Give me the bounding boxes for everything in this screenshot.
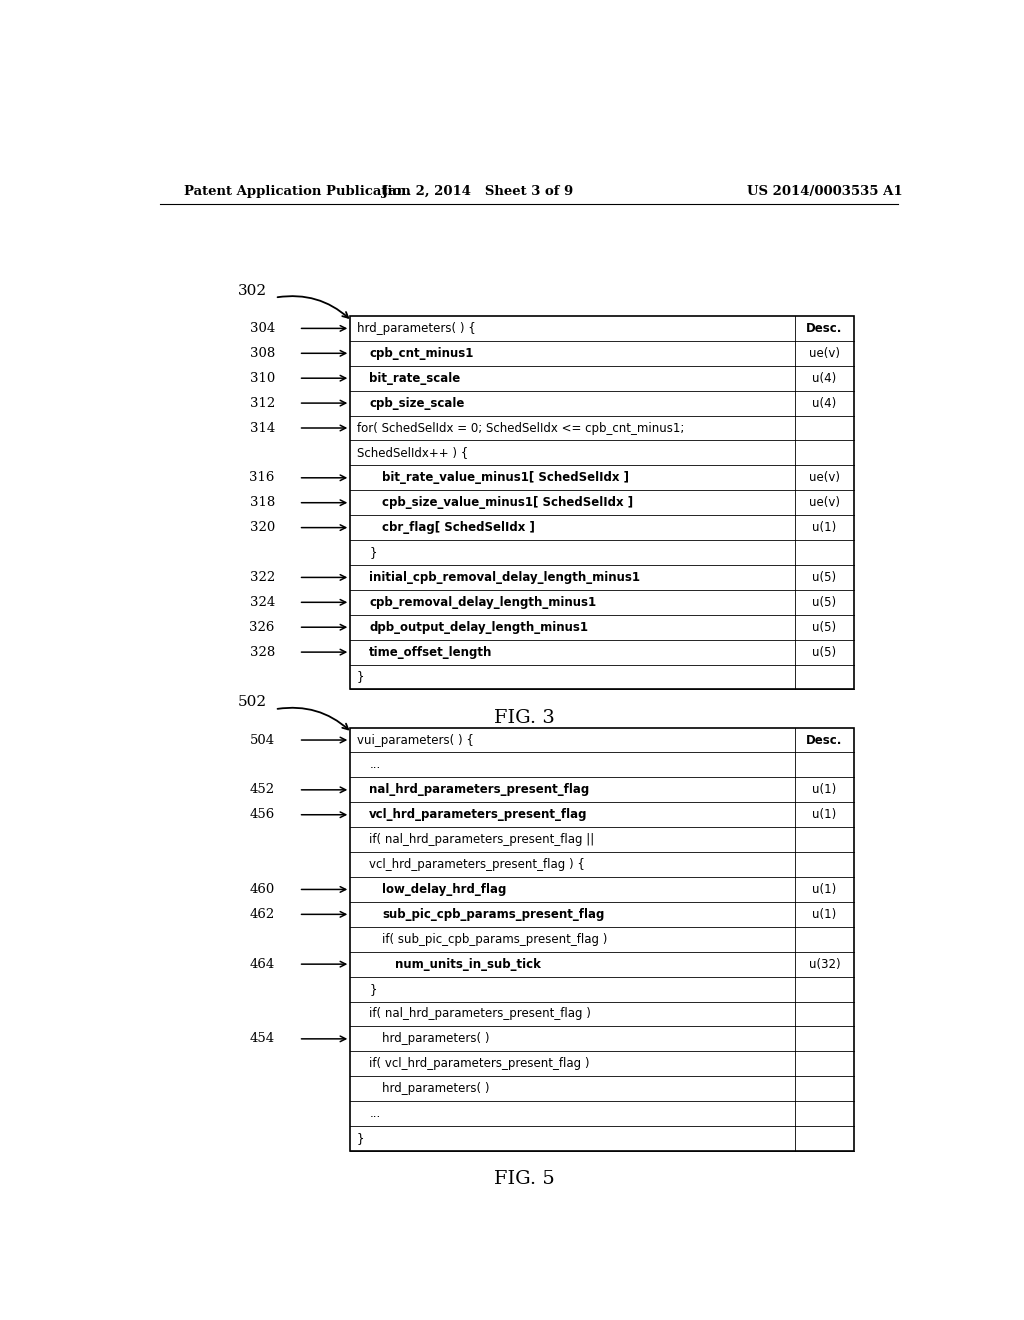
Text: 322: 322 bbox=[250, 572, 274, 583]
Text: 310: 310 bbox=[250, 372, 274, 384]
Text: cpb_size_value_minus1[ SchedSelIdx ]: cpb_size_value_minus1[ SchedSelIdx ] bbox=[382, 496, 633, 510]
Text: 454: 454 bbox=[250, 1032, 274, 1045]
Text: if( nal_hrd_parameters_present_flag ): if( nal_hrd_parameters_present_flag ) bbox=[370, 1007, 591, 1020]
Text: 312: 312 bbox=[250, 396, 274, 409]
Text: u(1): u(1) bbox=[812, 883, 837, 896]
Text: FIG. 3: FIG. 3 bbox=[495, 709, 555, 727]
Text: ue(v): ue(v) bbox=[809, 496, 840, 510]
Text: u(5): u(5) bbox=[812, 645, 837, 659]
Text: if( sub_pic_cpb_params_present_flag ): if( sub_pic_cpb_params_present_flag ) bbox=[382, 933, 607, 945]
Text: }: } bbox=[370, 546, 377, 558]
Text: FIG. 5: FIG. 5 bbox=[495, 1171, 555, 1188]
Text: for( SchedSelIdx = 0; SchedSelIdx <= cpb_cnt_minus1;: for( SchedSelIdx = 0; SchedSelIdx <= cpb… bbox=[356, 421, 684, 434]
Text: }: } bbox=[356, 1133, 365, 1144]
Text: Desc.: Desc. bbox=[806, 734, 843, 747]
Text: u(5): u(5) bbox=[812, 595, 837, 609]
Text: SchedSelIdx++ ) {: SchedSelIdx++ ) { bbox=[356, 446, 468, 459]
Text: hrd_parameters( ): hrd_parameters( ) bbox=[382, 1032, 489, 1045]
Text: 502: 502 bbox=[238, 696, 267, 709]
Text: u(32): u(32) bbox=[809, 957, 841, 970]
Text: 316: 316 bbox=[250, 471, 274, 484]
Bar bbox=[350, 315, 854, 689]
Text: nal_hrd_parameters_present_flag: nal_hrd_parameters_present_flag bbox=[370, 783, 590, 796]
Text: bit_rate_scale: bit_rate_scale bbox=[370, 372, 461, 384]
Text: cpb_cnt_minus1: cpb_cnt_minus1 bbox=[370, 347, 474, 360]
Text: initial_cpb_removal_delay_length_minus1: initial_cpb_removal_delay_length_minus1 bbox=[370, 572, 640, 583]
Text: u(1): u(1) bbox=[812, 808, 837, 821]
Text: Desc.: Desc. bbox=[806, 322, 843, 335]
Text: Jan. 2, 2014   Sheet 3 of 9: Jan. 2, 2014 Sheet 3 of 9 bbox=[382, 185, 572, 198]
Text: u(1): u(1) bbox=[812, 783, 837, 796]
Text: hrd_parameters( ): hrd_parameters( ) bbox=[382, 1082, 489, 1096]
Text: }: } bbox=[356, 671, 365, 684]
Text: u(1): u(1) bbox=[812, 521, 837, 535]
Text: 324: 324 bbox=[250, 595, 274, 609]
Bar bbox=[350, 727, 854, 1151]
Text: ue(v): ue(v) bbox=[809, 471, 840, 484]
Text: cpb_removal_delay_length_minus1: cpb_removal_delay_length_minus1 bbox=[370, 595, 596, 609]
Text: bit_rate_value_minus1[ SchedSelIdx ]: bit_rate_value_minus1[ SchedSelIdx ] bbox=[382, 471, 629, 484]
Text: u(5): u(5) bbox=[812, 572, 837, 583]
Text: time_offset_length: time_offset_length bbox=[370, 645, 493, 659]
Text: cpb_size_scale: cpb_size_scale bbox=[370, 396, 465, 409]
Text: num_units_in_sub_tick: num_units_in_sub_tick bbox=[394, 957, 541, 970]
Text: 464: 464 bbox=[250, 957, 274, 970]
Text: ue(v): ue(v) bbox=[809, 347, 840, 360]
Text: Patent Application Publication: Patent Application Publication bbox=[183, 185, 411, 198]
Text: u(5): u(5) bbox=[812, 620, 837, 634]
Text: 302: 302 bbox=[238, 284, 267, 297]
Text: 456: 456 bbox=[250, 808, 274, 821]
Text: }: } bbox=[370, 982, 377, 995]
Text: vcl_hrd_parameters_present_flag ) {: vcl_hrd_parameters_present_flag ) { bbox=[370, 858, 585, 871]
Text: dpb_output_delay_length_minus1: dpb_output_delay_length_minus1 bbox=[370, 620, 588, 634]
Text: ...: ... bbox=[370, 759, 381, 771]
Text: vcl_hrd_parameters_present_flag: vcl_hrd_parameters_present_flag bbox=[370, 808, 588, 821]
Text: 504: 504 bbox=[250, 734, 274, 747]
Text: 318: 318 bbox=[250, 496, 274, 510]
Text: u(1): u(1) bbox=[812, 908, 837, 921]
Text: u(4): u(4) bbox=[812, 372, 837, 384]
Text: US 2014/0003535 A1: US 2014/0003535 A1 bbox=[748, 185, 902, 198]
Text: 320: 320 bbox=[250, 521, 274, 535]
Text: 328: 328 bbox=[250, 645, 274, 659]
Text: 462: 462 bbox=[250, 908, 274, 921]
Text: 314: 314 bbox=[250, 421, 274, 434]
Text: vui_parameters( ) {: vui_parameters( ) { bbox=[356, 734, 473, 747]
Text: cbr_flag[ SchedSelIdx ]: cbr_flag[ SchedSelIdx ] bbox=[382, 521, 535, 535]
Text: low_delay_hrd_flag: low_delay_hrd_flag bbox=[382, 883, 506, 896]
Text: ...: ... bbox=[370, 1107, 381, 1121]
Text: hrd_parameters( ) {: hrd_parameters( ) { bbox=[356, 322, 475, 335]
Text: 304: 304 bbox=[250, 322, 274, 335]
Text: if( vcl_hrd_parameters_present_flag ): if( vcl_hrd_parameters_present_flag ) bbox=[370, 1057, 590, 1071]
Text: sub_pic_cpb_params_present_flag: sub_pic_cpb_params_present_flag bbox=[382, 908, 604, 921]
Text: u(4): u(4) bbox=[812, 396, 837, 409]
Text: if( nal_hrd_parameters_present_flag ||: if( nal_hrd_parameters_present_flag || bbox=[370, 833, 595, 846]
Text: 326: 326 bbox=[250, 620, 274, 634]
Text: 460: 460 bbox=[250, 883, 274, 896]
Text: 452: 452 bbox=[250, 783, 274, 796]
Text: 308: 308 bbox=[250, 347, 274, 360]
